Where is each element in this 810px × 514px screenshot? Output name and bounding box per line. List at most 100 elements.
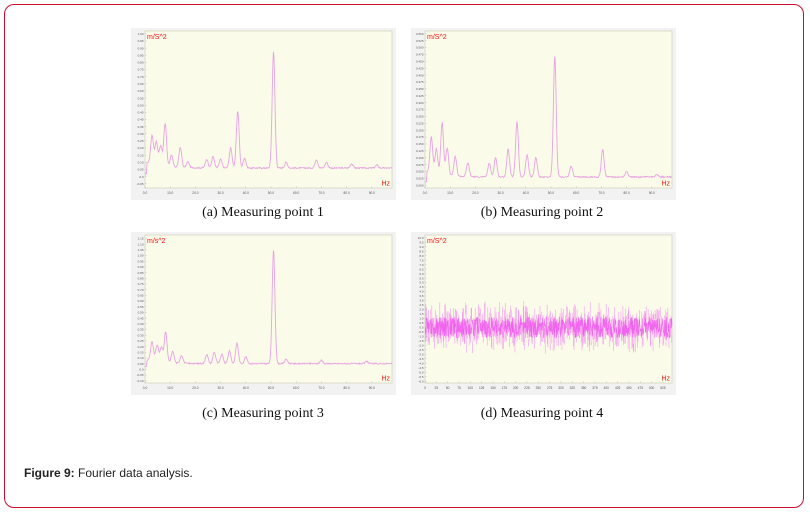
x-tick-label: 350 bbox=[581, 386, 587, 390]
y-tick-label: 0.25 bbox=[138, 139, 144, 143]
y-tick-label: -0.05 bbox=[137, 182, 144, 186]
x-tick-label: 225 bbox=[524, 386, 530, 390]
y-tick-label: 0.55 bbox=[138, 96, 144, 100]
y-tick-label: 0.450 bbox=[416, 59, 424, 63]
sub-caption-c: (c) Measuring point 3 bbox=[202, 406, 324, 421]
y-tick-label: 9.0 bbox=[419, 245, 424, 249]
x-tick-label: 150 bbox=[490, 386, 496, 390]
x-unit-label: Hz bbox=[661, 376, 670, 383]
y-tick-label: 10.0 bbox=[418, 236, 424, 240]
y-tick-label: -2.5 bbox=[418, 348, 424, 352]
y-tick-label: 1.5 bbox=[419, 312, 424, 316]
y-tick-label: -5.5 bbox=[418, 375, 424, 379]
y-tick-label: 0.000 bbox=[416, 183, 424, 187]
y-tick-label: 1.00 bbox=[138, 32, 144, 36]
y-tick-label: 0.10 bbox=[138, 161, 144, 165]
y-tick-label: 3.0 bbox=[419, 299, 424, 303]
y-tick-label: -1.0 bbox=[418, 335, 424, 339]
x-tick-label: 200 bbox=[513, 386, 519, 390]
y-tick-label: 0.0 bbox=[419, 326, 424, 330]
y-tick-label: 5.0 bbox=[419, 281, 424, 285]
y-unit-label: m/S^2 bbox=[147, 34, 167, 41]
y-tick-label: 0.75 bbox=[138, 68, 144, 72]
y-tick-label: 5.5 bbox=[419, 276, 424, 280]
y-tick-label: 0.250 bbox=[416, 115, 424, 119]
x-tick-label: 60.0 bbox=[293, 191, 299, 195]
x-tick-label: 175 bbox=[502, 386, 508, 390]
y-tick-label: -3.5 bbox=[418, 357, 424, 361]
x-tick-label: 75 bbox=[457, 386, 461, 390]
x-tick-label: 80.0 bbox=[624, 191, 630, 195]
y-tick-label: 8.0 bbox=[419, 254, 424, 258]
y-tick-label: 0.275 bbox=[416, 108, 424, 112]
y-tick-label: 0.30 bbox=[138, 333, 144, 337]
y-tick-label: 0.05 bbox=[138, 168, 144, 172]
y-tick-label: 0.95 bbox=[138, 39, 144, 43]
y-tick-label: 0.375 bbox=[416, 80, 424, 84]
plot-area bbox=[144, 30, 393, 189]
y-tick-label: 0.500 bbox=[416, 46, 424, 50]
figure-frame bbox=[4, 4, 804, 508]
y-tick-label: 0.425 bbox=[416, 66, 424, 70]
y-tick-label: 0.05 bbox=[138, 362, 144, 366]
y-tick-label: 0.125 bbox=[416, 149, 424, 153]
x-tick-label: 425 bbox=[615, 386, 621, 390]
x-tick-label: 475 bbox=[638, 386, 644, 390]
y-tick-label: 0.20 bbox=[138, 146, 144, 150]
y-tick-label: 1.15 bbox=[138, 237, 144, 241]
x-tick-label: 0.0 bbox=[143, 191, 148, 195]
x-tick-label: 450 bbox=[626, 386, 632, 390]
y-tick-label: 0.0 bbox=[139, 175, 144, 179]
x-unit-label: Hz bbox=[381, 181, 390, 188]
y-tick-label: 0.80 bbox=[138, 276, 144, 280]
x-unit-label: Hz bbox=[381, 376, 390, 383]
x-tick-label: 375 bbox=[592, 386, 598, 390]
x-tick-label: 40.0 bbox=[243, 191, 249, 195]
y-tick-label: 0.325 bbox=[416, 94, 424, 98]
x-tick-label: 80.0 bbox=[344, 191, 350, 195]
y-tick-label: -4.5 bbox=[418, 366, 424, 370]
x-tick-label: 250 bbox=[536, 386, 542, 390]
x-tick-label: 30.0 bbox=[218, 191, 224, 195]
chart-a: -0.05 0.0 0.05 0.10 0.15 0.20 0.25 0.30 0.35 0.40… bbox=[131, 28, 396, 200]
y-tick-label: 0.80 bbox=[138, 61, 144, 65]
x-tick-label: 10.0 bbox=[167, 386, 173, 390]
x-tick-label: 90.0 bbox=[369, 191, 375, 195]
x-tick-label: 500 bbox=[649, 386, 655, 390]
plot-area bbox=[424, 234, 673, 384]
y-tick-label: 3.5 bbox=[419, 294, 424, 298]
y-tick-label: 0.35 bbox=[138, 125, 144, 129]
y-tick-label: 4.5 bbox=[419, 285, 424, 289]
y-tick-label: -4.0 bbox=[418, 361, 424, 365]
plot-area bbox=[144, 234, 393, 384]
y-tick-label: 0.40 bbox=[138, 322, 144, 326]
y-tick-label: 0.050 bbox=[416, 170, 424, 174]
y-tick-label: 0.150 bbox=[416, 142, 424, 146]
y-tick-label: 1.00 bbox=[138, 254, 144, 258]
y-tick-label: 0.25 bbox=[138, 339, 144, 343]
x-tick-label: 20.0 bbox=[472, 191, 478, 195]
y-tick-label: 2.0 bbox=[419, 308, 424, 312]
chart-panel-b: 0.000 0.025 0.050 0.075 0.100 0.125 0.150 0.175… bbox=[411, 28, 676, 200]
figure-caption: Figure 9: Fourier data analysis. bbox=[24, 466, 193, 480]
y-tick-label: 4.0 bbox=[419, 290, 424, 294]
y-tick-label: -5.0 bbox=[418, 370, 424, 374]
y-tick-label: 0.100 bbox=[416, 156, 424, 160]
x-tick-label: 40.0 bbox=[243, 386, 249, 390]
x-tick-label: 275 bbox=[547, 386, 553, 390]
y-tick-label: 1.10 bbox=[138, 242, 144, 246]
y-tick-label: 0.225 bbox=[416, 121, 424, 125]
sub-caption-a: (a) Measuring point 1 bbox=[202, 205, 324, 220]
x-tick-label: 20.0 bbox=[192, 386, 198, 390]
x-tick-label: 90.0 bbox=[369, 386, 375, 390]
y-tick-label: 0.025 bbox=[416, 177, 424, 181]
figure-caption-text: Fourier data analysis. bbox=[78, 466, 193, 480]
y-tick-label: -6.0 bbox=[418, 379, 424, 383]
x-tick-label: 525 bbox=[660, 386, 666, 390]
y-tick-label: -0.10 bbox=[137, 379, 144, 383]
x-tick-label: 125 bbox=[479, 386, 485, 390]
y-tick-label: 0.400 bbox=[416, 73, 424, 77]
y-tick-label: -3.0 bbox=[418, 352, 424, 356]
y-tick-label: 0.85 bbox=[138, 271, 144, 275]
y-tick-label: -0.05 bbox=[137, 373, 144, 377]
